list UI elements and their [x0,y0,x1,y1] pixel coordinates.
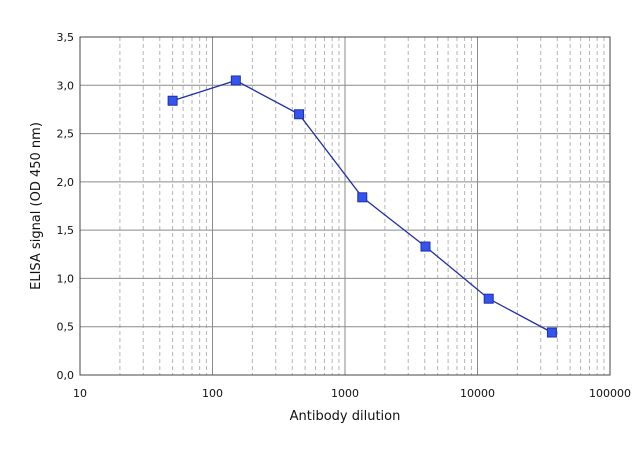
y-tick-label: 1,5 [57,224,75,237]
series-line [172,79,553,334]
y-tick-labels: 0,0 0,5 1,0 1,5 2,0 2,5 3,0 3,5 [57,31,75,382]
data-point-marker [420,241,431,252]
x-tick-label: 10000 [460,387,495,400]
data-point-marker [167,95,178,106]
data-point-marker [357,192,368,203]
x-tick-label: 100000 [589,387,631,400]
x-tick-label: 10 [73,387,87,400]
y-axis-title: ELISA signal (OD 450 nm) [29,122,44,290]
x-tick-label: 100 [202,387,223,400]
y-tick-label: 1,0 [57,272,75,285]
data-point-marker [546,327,557,338]
x-tick-labels: 10 100 1000 10000 100000 [73,387,631,400]
data-point-marker [294,109,305,120]
y-tick-label: 3,5 [57,31,75,44]
y-tick-label: 2,5 [57,128,75,141]
y-tick-label: 2,0 [57,176,75,189]
y-tick-label: 0,0 [57,369,75,382]
y-tick-label: 0,5 [57,321,75,334]
plot-frame [79,36,611,376]
y-tick-label: 3,0 [57,79,75,92]
x-axis-title: Antibody dilution [290,409,401,424]
data-point-marker [483,293,494,304]
data-point-marker [230,75,241,86]
x-tick-label: 1000 [331,387,359,400]
grid [79,36,611,376]
series [167,75,557,338]
